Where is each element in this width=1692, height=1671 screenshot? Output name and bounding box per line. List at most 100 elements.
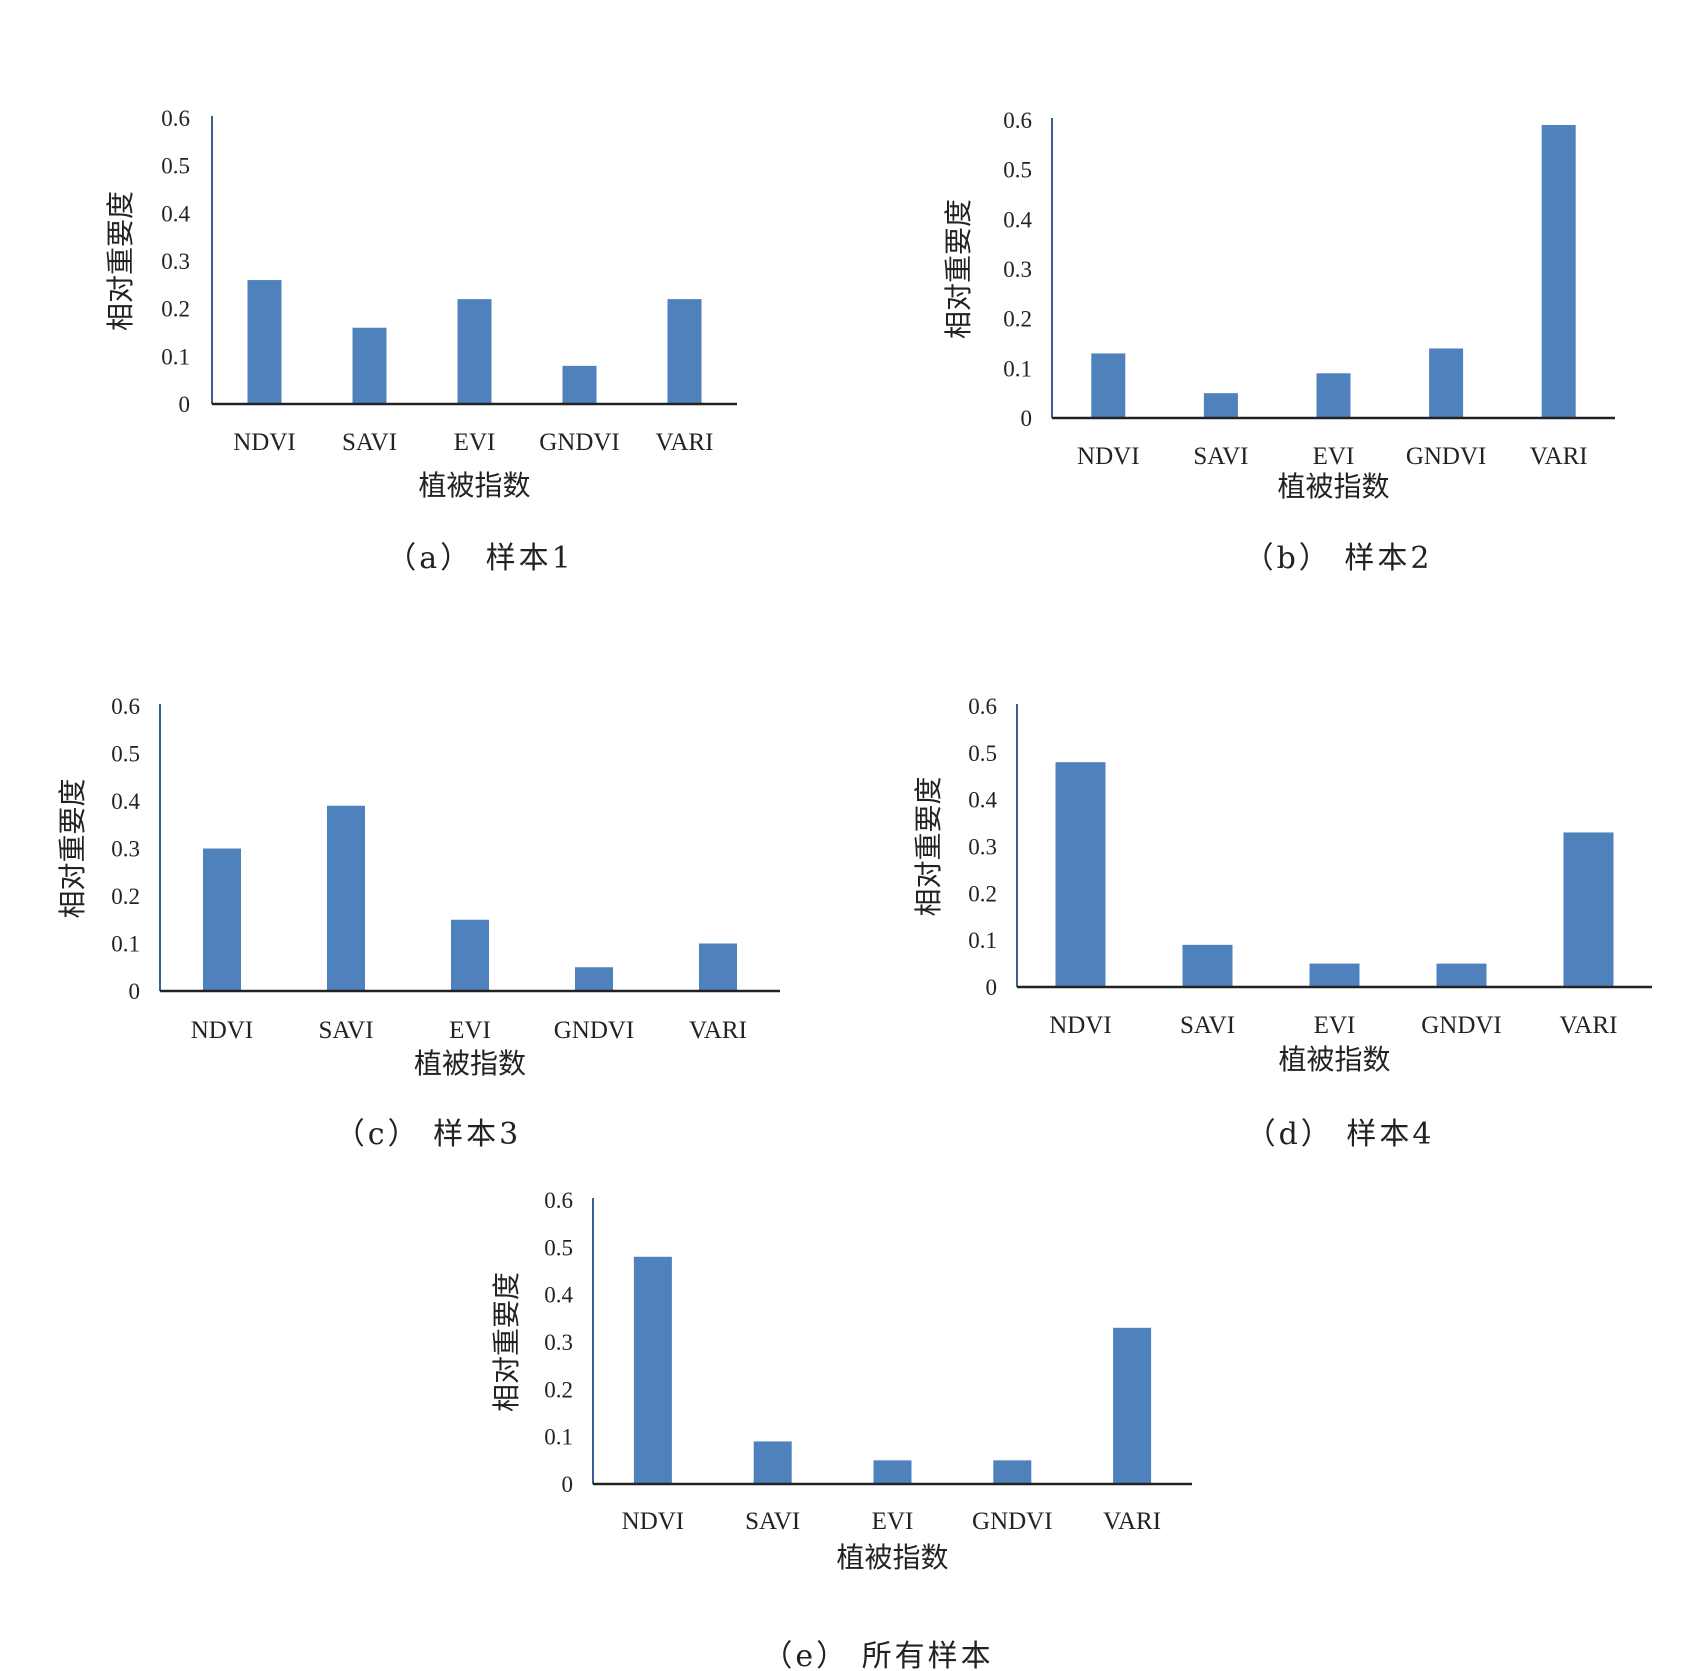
bar-gndvi xyxy=(1429,348,1464,418)
x-axis-title: 植被指数 xyxy=(836,1541,948,1574)
category-label: NDVI xyxy=(1049,1012,1112,1039)
bar-gndvi xyxy=(993,1460,1032,1484)
category-label: VARI xyxy=(689,1017,747,1044)
y-tick-label: 0.6 xyxy=(1003,108,1032,133)
category-label: SAVI xyxy=(745,1508,800,1535)
y-tick-label: 0.6 xyxy=(968,694,997,719)
category-label: GNDVI xyxy=(539,429,620,456)
y-tick-label: 0.5 xyxy=(161,154,190,179)
category-label: NDVI xyxy=(622,1508,685,1535)
chart-a: NDVI SAVI EVI GNDVI VARI 0 0.1 0.2 0.3 0.4 0.5 0.6 植… xyxy=(104,106,737,576)
x-axis-title: 植被指数 xyxy=(418,469,530,502)
bar-savi xyxy=(753,1441,792,1484)
bar-ndvi xyxy=(203,848,241,991)
y-tick-label: 0.5 xyxy=(968,741,997,766)
y-axis-title: 相对重要度 xyxy=(912,776,945,916)
category-label: SAVI xyxy=(1193,443,1248,470)
category-label: VARI xyxy=(1530,443,1588,470)
x-axis-title: 植被指数 xyxy=(414,1047,526,1080)
y-axis-title: 相对重要度 xyxy=(942,199,975,339)
y-tick-label: 0.3 xyxy=(111,837,140,862)
bar-evi xyxy=(1316,373,1351,418)
chart-c: NDVI SAVI EVI GNDVI VARI 0 0.1 0.2 0.3 0.4 0.5 0.6 植… xyxy=(56,694,780,1152)
bar-savi xyxy=(352,327,387,404)
y-tick-label: 0 xyxy=(1021,406,1033,431)
y-tick-label: 0.4 xyxy=(968,788,997,813)
y-tick-label: 0.3 xyxy=(1003,257,1032,282)
category-label: SAVI xyxy=(318,1017,373,1044)
y-tick-label: 0.3 xyxy=(161,249,190,274)
bar-ndvi xyxy=(1091,353,1126,418)
y-tick-label: 0 xyxy=(179,392,191,417)
y-tick-label: 0.5 xyxy=(111,742,140,767)
category-label: EVI xyxy=(454,429,496,456)
bar-savi xyxy=(327,805,365,991)
bar-ndvi xyxy=(1055,762,1106,987)
category-label: EVI xyxy=(1314,1012,1356,1039)
category-label: EVI xyxy=(1313,443,1355,470)
category-label: VARI xyxy=(656,429,714,456)
y-axis-title: 相对重要度 xyxy=(490,1272,523,1412)
bar-vari xyxy=(1113,1327,1152,1484)
bar-gndvi xyxy=(1436,963,1487,987)
y-tick-label: 0.3 xyxy=(968,835,997,860)
chart-b: NDVI SAVI EVI GNDVI VARI 0 0.1 0.2 0.3 0.4 0.5 0.6 植… xyxy=(942,108,1615,576)
x-axis-title: 植被指数 xyxy=(1277,470,1389,503)
y-axis-title: 相对重要度 xyxy=(56,778,89,918)
bar-savi xyxy=(1182,944,1233,987)
category-label: NDVI xyxy=(233,429,296,456)
y-tick-label: 0.4 xyxy=(544,1283,573,1308)
y-tick-label: 0.4 xyxy=(1003,207,1032,232)
y-tick-label: 0.2 xyxy=(1003,307,1032,332)
category-label: SAVI xyxy=(1180,1012,1235,1039)
y-tick-label: 0.4 xyxy=(111,789,140,814)
bar-vari xyxy=(667,299,702,404)
y-tick-label: 0.1 xyxy=(161,344,190,369)
y-axis-title: 相对重要度 xyxy=(104,191,137,331)
category-label: GNDVI xyxy=(1421,1012,1502,1039)
bar-evi xyxy=(451,919,489,991)
bar-vari xyxy=(1563,832,1614,987)
y-tick-label: 0.6 xyxy=(544,1188,573,1213)
y-tick-label: 0 xyxy=(562,1472,574,1497)
x-axis-title: 植被指数 xyxy=(1278,1043,1390,1076)
y-tick-label: 0.6 xyxy=(111,694,140,719)
bar-gndvi xyxy=(562,365,597,404)
category-label: EVI xyxy=(449,1017,491,1044)
y-tick-label: 0.2 xyxy=(544,1377,573,1402)
chart-caption: （c） 样本3 xyxy=(335,1117,521,1152)
category-label: GNDVI xyxy=(1406,443,1487,470)
bar-ndvi xyxy=(633,1256,672,1484)
y-tick-label: 0.2 xyxy=(111,884,140,909)
category-label: GNDVI xyxy=(554,1017,635,1044)
chart-caption: （b） 样本2 xyxy=(1244,541,1433,576)
bar-evi xyxy=(873,1460,912,1484)
category-label: VARI xyxy=(1103,1508,1161,1535)
bar-evi xyxy=(1309,963,1360,987)
bar-ndvi xyxy=(247,280,282,404)
y-tick-label: 0.5 xyxy=(1003,158,1032,183)
y-tick-label: 0.6 xyxy=(161,106,190,131)
y-tick-label: 0.1 xyxy=(968,928,997,953)
category-label: SAVI xyxy=(342,429,397,456)
chart-caption: （a） 样本1 xyxy=(386,541,574,576)
y-tick-label: 0.2 xyxy=(968,881,997,906)
category-label: VARI xyxy=(1560,1012,1618,1039)
category-label: GNDVI xyxy=(972,1508,1053,1535)
bar-gndvi xyxy=(575,967,613,991)
y-tick-label: 0.2 xyxy=(161,297,190,322)
y-tick-label: 0.1 xyxy=(1003,356,1032,381)
y-tick-label: 0.3 xyxy=(544,1330,573,1355)
bar-savi xyxy=(1203,393,1238,418)
y-tick-label: 0.1 xyxy=(111,932,140,957)
chart-d: NDVI SAVI EVI GNDVI VARI 0 0.1 0.2 0.3 0.4 0.5 0.6 植… xyxy=(912,694,1652,1152)
category-label: NDVI xyxy=(1077,443,1140,470)
chart-caption: （e） 所有样本 xyxy=(762,1639,993,1671)
y-tick-label: 0.4 xyxy=(161,201,190,226)
bar-evi xyxy=(457,299,492,404)
chart-e: NDVI SAVI EVI GNDVI VARI 0 0.1 0.2 0.3 0.4 0.5 0.6 植… xyxy=(490,1188,1192,1671)
category-label: EVI xyxy=(872,1508,914,1535)
y-tick-label: 0 xyxy=(129,979,141,1004)
bar-vari xyxy=(1541,124,1576,418)
